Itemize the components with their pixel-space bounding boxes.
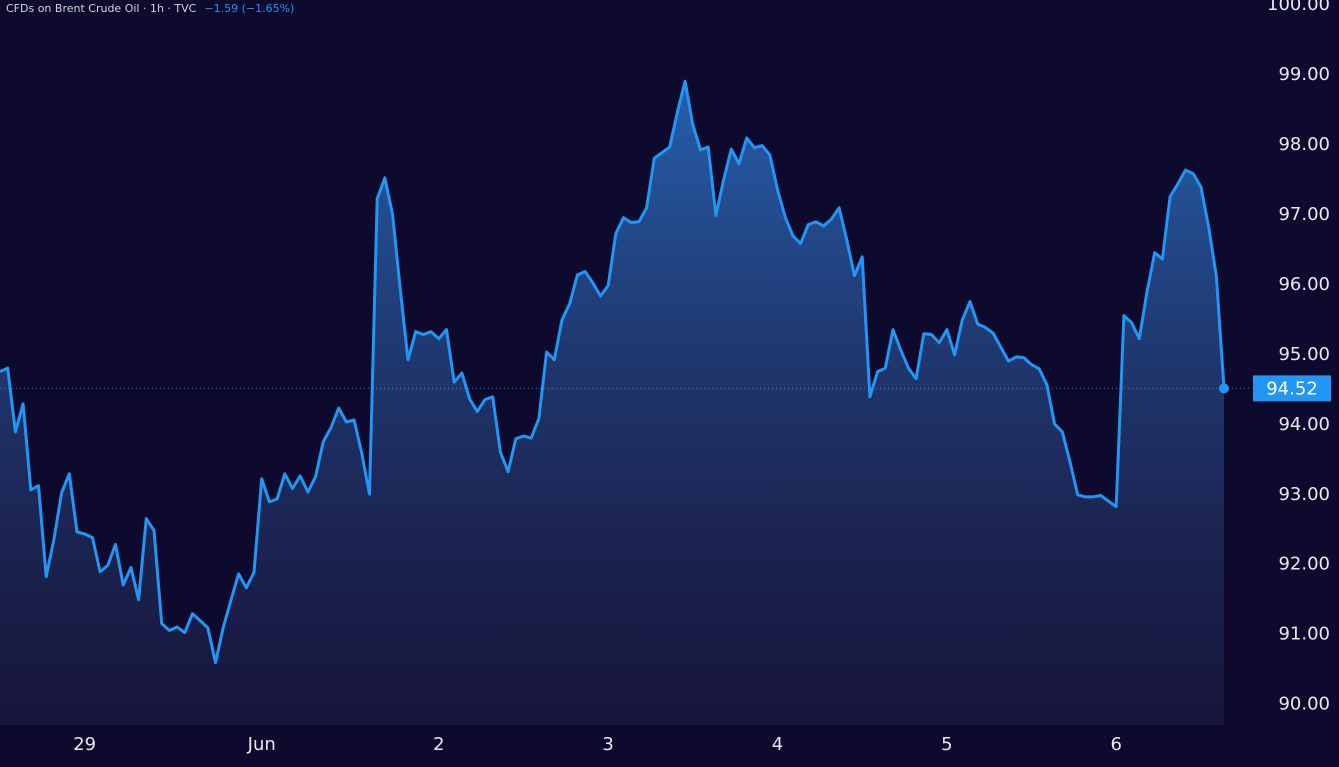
y-tick-label: 97.00 (1278, 204, 1330, 225)
y-tick-label: 100.00 (1267, 0, 1330, 15)
y-tick-label: 91.00 (1278, 624, 1330, 645)
area-fill (0, 81, 1224, 725)
y-tick-label: 90.00 (1278, 694, 1330, 715)
y-tick-label: 93.00 (1278, 484, 1330, 505)
x-tick-label: Jun (247, 734, 276, 755)
y-tick-label: 96.00 (1278, 274, 1330, 295)
x-tick-label: 3 (602, 734, 613, 755)
x-tick-label: 2 (433, 734, 444, 755)
last-price-dot (1219, 383, 1229, 394)
x-tick-label: 6 (1110, 734, 1121, 755)
chart-title: CFDs on Brent Crude Oil · 1h · TVC (6, 2, 197, 15)
price-change: −1.59 (−1.65%) (204, 2, 294, 15)
price-line (0, 79, 1226, 665)
last-price-label: 94.52 (1266, 378, 1318, 399)
y-tick-label: 94.00 (1278, 414, 1330, 435)
last-price-box (1253, 375, 1331, 402)
y-tick-label: 95.00 (1278, 344, 1330, 365)
y-tick-label: 98.00 (1278, 134, 1330, 155)
x-tick-label: 4 (772, 734, 783, 755)
y-tick-label: 99.00 (1278, 64, 1330, 85)
x-tick-label: 5 (941, 734, 952, 755)
y-tick-label: 92.00 (1278, 554, 1330, 575)
x-tick-label: 29 (73, 734, 96, 755)
